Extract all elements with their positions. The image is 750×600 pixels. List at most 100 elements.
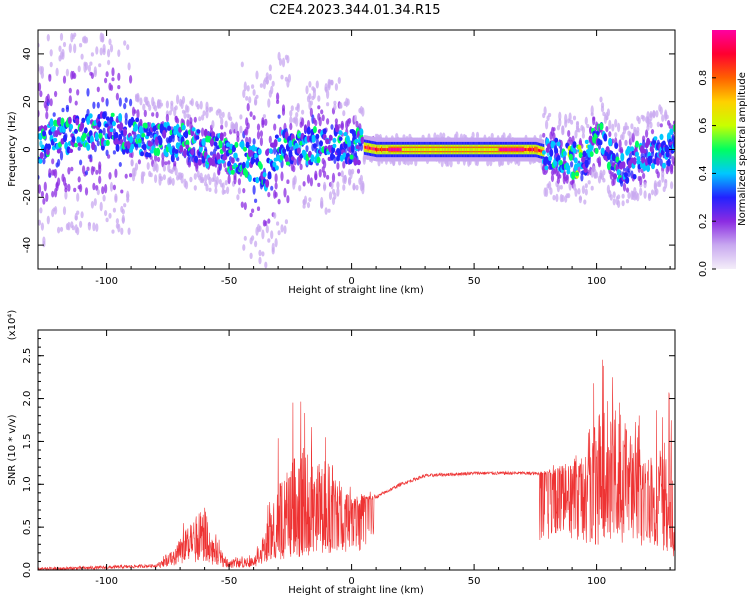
spectrogram-cell — [54, 206, 58, 215]
spectrogram-cell — [613, 173, 617, 180]
spectrogram-band-cell — [405, 148, 408, 151]
spectrogram-cell — [191, 127, 196, 132]
spectrogram-cell — [205, 106, 209, 112]
spectrogram-cell — [627, 168, 631, 173]
spectrogram-cell — [541, 150, 546, 155]
spectrogram-cell — [73, 43, 77, 54]
spectrogram-cell — [141, 133, 146, 138]
spectrogram-cell — [581, 185, 586, 195]
spectrogram-cell — [38, 82, 42, 92]
spectrogram-cell — [606, 161, 611, 171]
spectrogram-cell — [584, 139, 589, 144]
snr-yscale-label: (x10⁴) — [7, 310, 18, 341]
spectrogram-cell — [567, 130, 571, 137]
spectrogram-cell — [575, 172, 579, 177]
spectrogram-cell — [273, 146, 277, 155]
spectrogram-cell — [190, 148, 195, 156]
spectrogram-xtick-label: 0 — [348, 276, 354, 287]
spectrogram-cell — [322, 128, 327, 135]
spectrogram-cell — [237, 178, 241, 186]
spectrogram-cell — [670, 164, 674, 172]
spectrogram-cell — [550, 174, 555, 183]
spectrogram-cell — [256, 206, 261, 211]
spectrogram-cell — [624, 172, 628, 178]
spectrogram-cell — [589, 151, 594, 158]
spectrogram-cell — [149, 172, 153, 178]
spectrogram-cell — [120, 227, 124, 235]
spectrogram-cell — [109, 44, 114, 53]
spectrogram-cell — [67, 116, 72, 125]
spectrogram-cell — [56, 149, 61, 154]
spectrogram-band-cell — [485, 148, 487, 151]
spectrogram-cell — [561, 194, 565, 203]
spectrogram-cell — [292, 165, 296, 173]
snr-ytick-label: 2.0 — [22, 391, 33, 407]
spectrogram-xtick-label: -100 — [95, 276, 118, 287]
colorbar-gradient — [712, 30, 736, 269]
spectrogram-cell — [290, 146, 294, 151]
spectrogram-ytick-label: 0 — [22, 146, 33, 152]
spectrogram-cell — [343, 174, 347, 185]
spectrogram-cell — [115, 218, 119, 225]
spectrogram-cell — [234, 141, 239, 148]
spectrogram-band-cell — [439, 148, 442, 151]
spectrogram-cell — [93, 198, 97, 207]
spectrogram-cell — [45, 111, 49, 120]
spectrogram-cell — [42, 130, 47, 137]
spectrogram-cell — [310, 154, 315, 163]
spectrogram-cell — [659, 123, 663, 128]
spectrogram-cell — [628, 153, 633, 158]
spectrogram-band-cell — [427, 148, 430, 151]
spectrogram-cell — [252, 138, 256, 145]
spectrogram-cell — [661, 114, 665, 122]
spectrogram-cell — [59, 226, 64, 232]
spectrogram-band-cell — [494, 148, 497, 151]
spectrogram-cell — [90, 52, 94, 57]
spectrogram-cell — [86, 166, 90, 172]
spectrogram-cell — [105, 71, 109, 78]
spectrogram-cell — [625, 125, 630, 130]
spectrogram-cell — [111, 229, 115, 234]
spectrogram-cell — [323, 159, 327, 169]
spectrogram-band-cell — [534, 148, 536, 151]
spectrogram-cell — [47, 143, 51, 150]
spectrogram-cell — [594, 147, 599, 155]
spectrogram-band-cell — [523, 148, 525, 151]
spectrogram-cell — [333, 192, 337, 200]
spectrogram-cell — [120, 189, 124, 194]
spectrogram-cell — [284, 219, 288, 225]
spectrogram-cell — [220, 117, 224, 126]
spectrogram-cell — [636, 126, 640, 133]
spectrogram-cell — [94, 132, 99, 141]
spectrogram-cell — [643, 181, 647, 189]
spectrogram-band-cell — [475, 148, 477, 151]
spectrogram-cell — [293, 175, 297, 185]
spectrogram-cell — [134, 162, 139, 171]
spectrogram-cell — [198, 116, 202, 122]
spectrogram-cell — [92, 182, 96, 191]
spectrogram-cell — [268, 64, 272, 72]
spectrogram-band-cell — [444, 148, 447, 151]
spectrogram-cell — [283, 225, 287, 235]
spectrogram-cell — [617, 194, 621, 200]
spectrogram-cell — [87, 222, 91, 227]
spectrogram-cell — [656, 121, 660, 128]
spectrogram-cell — [665, 146, 670, 154]
spectrogram-band-cell — [363, 145, 366, 149]
spectrogram-cell — [246, 103, 250, 112]
spectrogram-cell — [334, 124, 339, 133]
spectrogram-cell — [90, 201, 94, 209]
spectrogram-cell — [87, 64, 91, 73]
spectrogram-cell — [576, 162, 581, 168]
spectrogram-cell — [147, 152, 152, 158]
spectrogram-cell — [71, 135, 76, 143]
spectrogram-cell — [255, 176, 260, 184]
spectrogram-cell — [283, 187, 287, 198]
spectrogram-xtick-label: -50 — [221, 276, 237, 287]
spectrogram-cell — [612, 191, 616, 199]
spectrogram-cell — [201, 114, 205, 121]
spectrogram-cell — [337, 172, 341, 177]
spectrogram-band-cell — [390, 148, 393, 151]
spectrogram-cell — [268, 73, 272, 81]
spectrogram-cell — [659, 106, 663, 115]
